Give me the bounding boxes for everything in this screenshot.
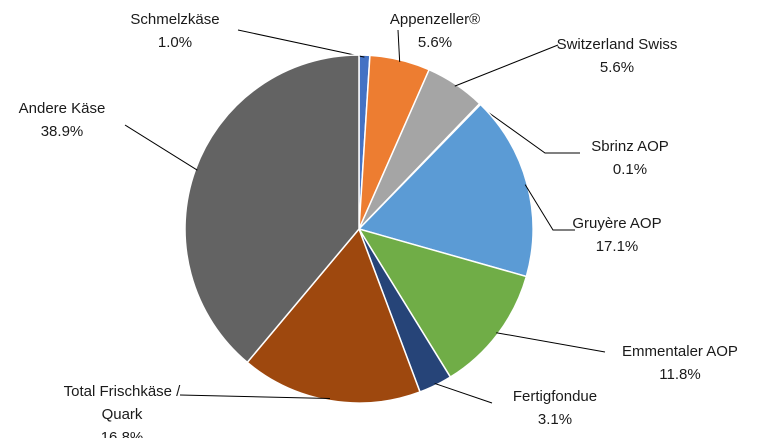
category-label: Emmentaler AOP — [622, 343, 738, 360]
pie-slice — [246, 227, 421, 404]
category-label: Total Frischkäse / Quark — [63, 383, 181, 423]
leader-line — [524, 184, 575, 231]
data-label: Emmentaler AOP 11.8% — [600, 340, 760, 386]
value-label: 38.9% — [40, 123, 84, 140]
leader-line — [496, 332, 606, 353]
value-label: 3.1% — [537, 411, 573, 428]
pie-slice — [357, 103, 534, 278]
category-label: Fertigfondue — [512, 388, 598, 405]
category-label: Switzerland Swiss — [556, 36, 678, 53]
value-label: 0.1% — [612, 161, 648, 178]
data-label: Appenzeller® 5.6% — [365, 8, 505, 54]
category-label: Appenzeller® — [389, 11, 481, 28]
value-label: 5.6% — [599, 59, 635, 76]
category-label: Schmelzkäse — [130, 11, 220, 28]
leader-line — [434, 382, 493, 404]
value-label: 1.0% — [157, 34, 193, 51]
data-label: Schmelzkäse 1.0% — [95, 8, 255, 54]
data-label: Sbrinz AOP 0.1% — [570, 135, 690, 181]
leader-line — [237, 29, 365, 58]
pie-slice — [357, 227, 528, 379]
leader-line — [179, 394, 330, 400]
value-label: 17.1% — [595, 238, 639, 255]
value-label: 5.6% — [417, 34, 453, 51]
data-label: Fertigfondue 3.1% — [485, 385, 625, 431]
category-label: Gruyère AOP — [572, 215, 662, 232]
leader-line — [397, 29, 401, 62]
data-label: Switzerland Swiss 5.6% — [532, 33, 702, 79]
data-label: Gruyère AOP 17.1% — [557, 212, 677, 258]
leader-line — [124, 124, 198, 171]
category-label: Andere Käse — [18, 100, 106, 117]
value-label: 11.8% — [659, 366, 701, 383]
value-label: 16.8% — [100, 429, 144, 438]
data-label: Andere Käse 38.9% — [2, 97, 122, 143]
category-label: Sbrinz AOP — [591, 138, 669, 155]
leader-line — [478, 105, 580, 154]
leader-line — [454, 44, 559, 87]
data-label: Total Frischkäse / Quark 16.8% — [42, 380, 202, 438]
